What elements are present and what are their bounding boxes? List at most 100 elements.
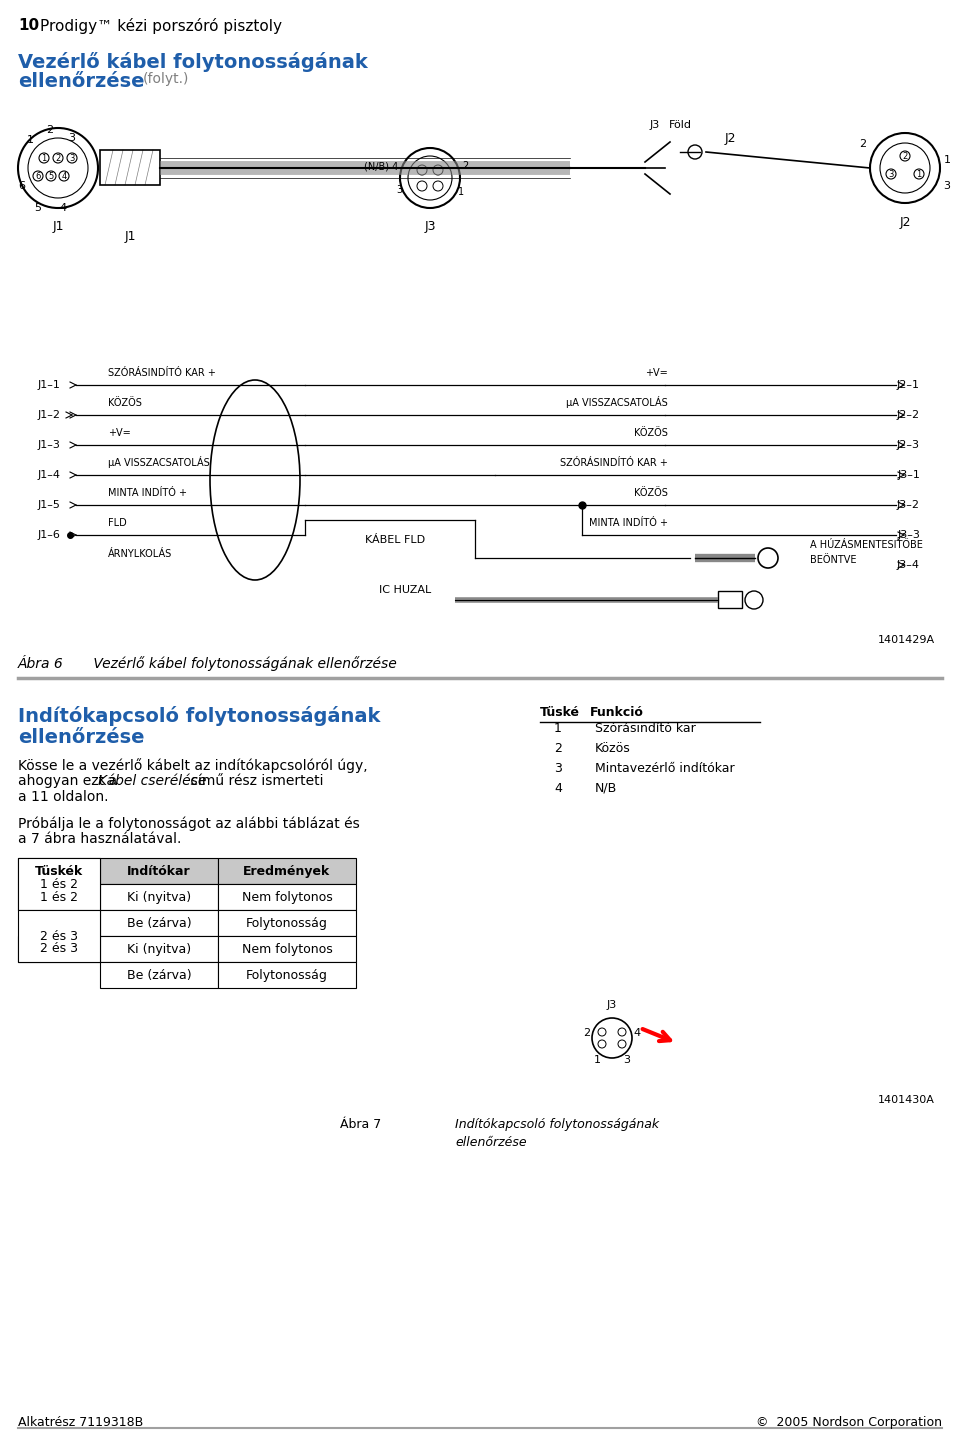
Text: SZÓRÁSINDÍTÓ KAR +: SZÓRÁSINDÍTÓ KAR + — [560, 458, 668, 469]
Text: 3: 3 — [68, 132, 76, 143]
Text: 6: 6 — [36, 172, 40, 180]
Text: J1: J1 — [124, 230, 135, 243]
Text: Indítókapcsoló folytonosságának: Indítókapcsoló folytonosságának — [18, 706, 380, 726]
Circle shape — [400, 148, 460, 208]
Circle shape — [598, 1040, 606, 1048]
Text: 2: 2 — [584, 1029, 590, 1037]
Circle shape — [900, 151, 910, 162]
Bar — [218, 885, 356, 909]
Text: BEÖNTVE: BEÖNTVE — [810, 554, 856, 565]
Text: N/B: N/B — [595, 781, 617, 794]
Text: Kösse le a vezérlő kábelt az indítókapcsolóról úgy,: Kösse le a vezérlő kábelt az indítókapcs… — [18, 758, 368, 773]
Text: μA VISSZACSATOLÁS: μA VISSZACSATOLÁS — [566, 396, 668, 407]
Text: 1: 1 — [554, 722, 562, 735]
Text: 3: 3 — [69, 153, 75, 163]
Bar — [718, 591, 742, 608]
Text: J2: J2 — [724, 132, 735, 146]
Bar — [100, 858, 218, 885]
Text: Ábra 6       Vezérlő kábel folytonosságának ellenőrzése: Ábra 6 Vezérlő kábel folytonosságának el… — [18, 655, 397, 671]
Text: J1–1: J1–1 — [38, 380, 60, 390]
Text: (folyt.): (folyt.) — [143, 71, 189, 86]
Text: Indítókar: Indítókar — [127, 864, 191, 877]
Text: Funkció: Funkció — [590, 706, 644, 719]
Text: Próbálja le a folytonosságot az alábbi táblázat és: Próbálja le a folytonosságot az alábbi t… — [18, 816, 360, 831]
Text: Kábel cserélése: Kábel cserélése — [98, 774, 206, 789]
Text: 1: 1 — [944, 156, 950, 164]
Circle shape — [598, 1029, 606, 1036]
Bar — [218, 858, 356, 885]
Bar — [100, 150, 160, 185]
Text: (N/B) 4: (N/B) 4 — [364, 162, 398, 172]
Text: 1: 1 — [41, 153, 47, 163]
Text: J1–5: J1–5 — [38, 501, 60, 511]
Text: μA VISSZACSATOLÁS: μA VISSZACSATOLÁS — [108, 455, 209, 469]
Circle shape — [618, 1029, 626, 1036]
Circle shape — [886, 169, 896, 179]
Bar — [100, 885, 218, 909]
Text: 1: 1 — [593, 1055, 601, 1065]
Text: 2: 2 — [859, 140, 867, 148]
Text: FLD: FLD — [108, 518, 127, 528]
Text: J2–1: J2–1 — [897, 380, 920, 390]
Text: ellenőrzése: ellenőrzése — [18, 728, 145, 746]
Text: ÁRNYLKOLÁS: ÁRNYLKOLÁS — [108, 549, 172, 559]
Text: J1–6: J1–6 — [38, 530, 60, 540]
Text: Folytonosság: Folytonosság — [246, 917, 328, 930]
Text: +V=: +V= — [108, 428, 131, 438]
Text: 6: 6 — [18, 180, 26, 191]
Text: Eredmények: Eredmények — [244, 864, 330, 877]
Circle shape — [53, 153, 63, 163]
Text: Prodigy™ kézi porszóró pisztoly: Prodigy™ kézi porszóró pisztoly — [40, 17, 282, 33]
Text: A HÚZÁSMENTESITŐBE: A HÚZÁSMENTESITŐBE — [810, 540, 923, 550]
Text: 2 és 3: 2 és 3 — [40, 943, 78, 956]
Bar — [18, 858, 100, 885]
Bar — [100, 962, 218, 988]
Text: Alkatrész 7119318B: Alkatrész 7119318B — [18, 1416, 143, 1429]
Text: J3: J3 — [607, 1000, 617, 1010]
Text: Indítókapcsoló folytonosságának: Indítókapcsoló folytonosságának — [455, 1117, 660, 1131]
Text: Nem folytonos: Nem folytonos — [242, 890, 332, 904]
Text: 4: 4 — [60, 204, 66, 212]
Bar — [218, 962, 356, 988]
Text: Nem folytonos: Nem folytonos — [242, 943, 332, 956]
Text: ellenőrzése: ellenőrzése — [455, 1136, 527, 1149]
Bar — [18, 909, 100, 962]
Bar — [18, 885, 100, 909]
Text: 2: 2 — [462, 162, 468, 172]
Text: Tüské: Tüské — [540, 706, 580, 719]
Text: Föld: Föld — [668, 119, 691, 129]
Text: 2: 2 — [902, 151, 907, 160]
Circle shape — [618, 1040, 626, 1048]
Text: Ábra 7: Ábra 7 — [340, 1117, 381, 1131]
Text: 2: 2 — [56, 153, 60, 163]
Text: 3: 3 — [944, 180, 950, 191]
Text: 1: 1 — [27, 135, 34, 146]
Text: Be (zárva): Be (zárva) — [127, 969, 191, 982]
Text: 4: 4 — [634, 1029, 640, 1037]
Text: 1: 1 — [458, 188, 464, 196]
Text: J1–2: J1–2 — [38, 410, 61, 420]
Text: Közös: Közös — [595, 742, 631, 755]
Text: J1: J1 — [52, 220, 63, 233]
Text: J2–2: J2–2 — [897, 410, 920, 420]
Text: 2 és 3: 2 és 3 — [40, 930, 78, 943]
Text: 5: 5 — [35, 204, 41, 212]
Circle shape — [914, 169, 924, 179]
Text: J2: J2 — [900, 215, 911, 228]
Text: Szórásindító kar: Szórásindító kar — [595, 722, 696, 735]
Text: 2: 2 — [554, 742, 562, 755]
Text: 1: 1 — [917, 169, 922, 179]
Text: 5: 5 — [48, 172, 54, 180]
Text: Vezérlő kábel folytonosságának: Vezérlő kábel folytonosságának — [18, 52, 368, 71]
Text: Be (zárva): Be (zárva) — [127, 917, 191, 930]
Text: IC HUZAL: IC HUZAL — [379, 585, 431, 595]
Text: J3–3: J3–3 — [898, 530, 920, 540]
FancyArrowPatch shape — [642, 1029, 670, 1042]
Circle shape — [417, 180, 427, 191]
Text: Ki (nyitva): Ki (nyitva) — [127, 943, 191, 956]
Circle shape — [46, 172, 56, 180]
Text: KÖZÖS: KÖZÖS — [635, 428, 668, 438]
Text: MINTA INDÍTÓ +: MINTA INDÍTÓ + — [589, 518, 668, 528]
Circle shape — [433, 180, 443, 191]
Text: Ki (nyitva): Ki (nyitva) — [127, 890, 191, 904]
